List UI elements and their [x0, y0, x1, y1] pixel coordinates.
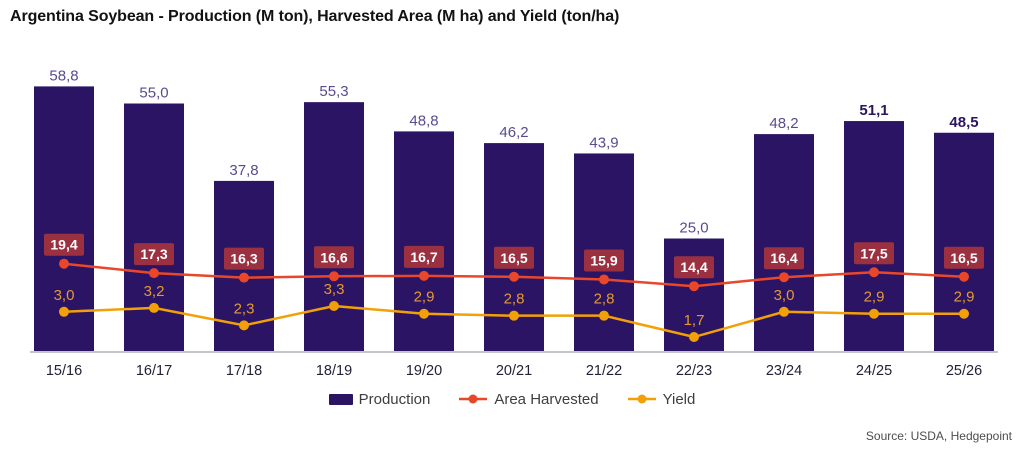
production-value-label: 55,3	[319, 83, 348, 100]
area-harvested-point	[959, 271, 969, 282]
x-axis-label: 22/23	[676, 363, 712, 379]
yield-point	[329, 300, 339, 311]
area-harvested-point	[59, 258, 69, 269]
area-harvested-value-label: 17,5	[860, 245, 887, 261]
yield-value-label: 3,0	[774, 287, 795, 304]
area-harvested-value-label: 16,3	[230, 251, 257, 267]
area-harvested-point	[329, 271, 339, 282]
x-axis-label: 25/26	[946, 363, 982, 379]
production-value-label: 51,1	[859, 102, 888, 119]
yield-value-label: 2,8	[504, 291, 525, 308]
legend-label-area-harvested: Area Harvested	[494, 390, 599, 408]
yield-point	[419, 308, 429, 319]
x-axis-label: 21/22	[586, 363, 622, 379]
x-axis-label: 24/25	[856, 363, 892, 379]
x-axis-label: 23/24	[766, 363, 802, 379]
area-harvested-value-badge	[674, 256, 714, 279]
yield-value-label: 3,0	[54, 287, 75, 304]
area-harvested-value-label: 15,9	[590, 252, 617, 268]
area-harvested-value-badge	[944, 246, 984, 269]
production-bar	[124, 103, 184, 351]
area-harvested-point	[239, 272, 249, 283]
yield-line-icon	[627, 394, 656, 404]
production-swatch-icon	[328, 393, 353, 405]
area-harvested-value-badge	[134, 243, 174, 266]
production-value-label: 48,5	[949, 114, 978, 131]
area-harvested-value-label: 16,7	[410, 249, 437, 265]
area-harvested-line-icon	[459, 394, 488, 404]
x-axis-label: 16/17	[136, 363, 172, 379]
area-harvested-point	[689, 281, 699, 292]
x-axis-label: 18/19	[316, 363, 352, 379]
legend-label-production: Production	[358, 390, 431, 408]
yield-point	[959, 308, 969, 319]
area-harvested-point	[509, 271, 519, 282]
area-harvested-point	[149, 268, 159, 279]
legend-label-yield: Yield	[662, 390, 696, 408]
area-harvested-value-badge	[224, 247, 264, 270]
area-harvested-point	[599, 274, 609, 285]
combo-chart-canvas: 19,4 3,0 58,8 15/16 17,3 3,2 55,0 16/17 16,3 2,3 3…	[30, 67, 998, 379]
chart-legend: Production Area Harvested Yield	[0, 388, 1024, 410]
area-harvested-value-badge	[44, 233, 84, 256]
area-harvested-value-badge	[854, 242, 894, 265]
x-axis-label: 15/16	[46, 363, 82, 379]
yield-value-label: 2,9	[414, 289, 435, 306]
yield-point	[59, 306, 69, 317]
area-harvested-value-badge	[494, 246, 534, 269]
yield-value-label: 2,9	[864, 289, 885, 306]
x-axis-label: 17/18	[226, 363, 262, 379]
production-value-label: 58,8	[49, 67, 78, 84]
legend-item-yield: Yield	[627, 390, 696, 408]
production-bar	[304, 102, 364, 352]
yield-point	[689, 332, 699, 343]
area-harvested-value-label: 14,4	[680, 259, 707, 275]
production-value-label: 48,8	[409, 112, 438, 129]
area-harvested-point	[419, 270, 429, 281]
source-attribution: Source: USDA, Hedgepoint	[865, 429, 1012, 443]
yield-value-label: 2,3	[234, 300, 255, 317]
area-harvested-value-label: 19,4	[50, 237, 77, 253]
production-value-label: 55,0	[139, 85, 168, 102]
production-value-label: 43,9	[589, 134, 618, 151]
area-harvested-value-label: 16,5	[500, 250, 527, 266]
yield-point	[149, 302, 159, 313]
legend-item-area-harvested: Area Harvested	[458, 390, 599, 408]
area-harvested-value-label: 16,5	[950, 250, 977, 266]
yield-point	[239, 320, 249, 331]
yield-point	[599, 310, 609, 321]
chart-title: Argentina Soybean - Production (M ton), …	[10, 8, 620, 25]
yield-point	[509, 310, 519, 321]
production-value-label: 48,2	[769, 115, 798, 132]
area-harvested-value-label: 16,6	[320, 249, 347, 265]
x-axis-label: 19/20	[406, 363, 442, 379]
yield-point	[869, 308, 879, 319]
production-value-label: 37,8	[229, 162, 258, 179]
area-harvested-value-label: 17,3	[140, 246, 167, 262]
area-harvested-value-badge	[404, 245, 444, 268]
yield-value-label: 3,3	[324, 281, 345, 298]
yield-point	[779, 306, 789, 317]
area-harvested-value-badge	[314, 246, 354, 269]
yield-value-label: 2,9	[954, 289, 975, 306]
area-harvested-value-badge	[764, 247, 804, 270]
production-value-label: 25,0	[679, 220, 708, 237]
production-value-label: 46,2	[499, 124, 528, 141]
area-harvested-value-label: 16,4	[770, 250, 797, 266]
area-harvested-point	[869, 267, 879, 278]
area-harvested-point	[779, 272, 789, 283]
area-harvested-value-badge	[584, 249, 624, 272]
yield-value-label: 2,8	[594, 291, 615, 308]
yield-value-label: 1,7	[684, 312, 705, 329]
x-axis-label: 20/21	[496, 363, 532, 379]
yield-value-label: 3,2	[144, 283, 165, 300]
legend-item-production: Production	[328, 390, 431, 408]
